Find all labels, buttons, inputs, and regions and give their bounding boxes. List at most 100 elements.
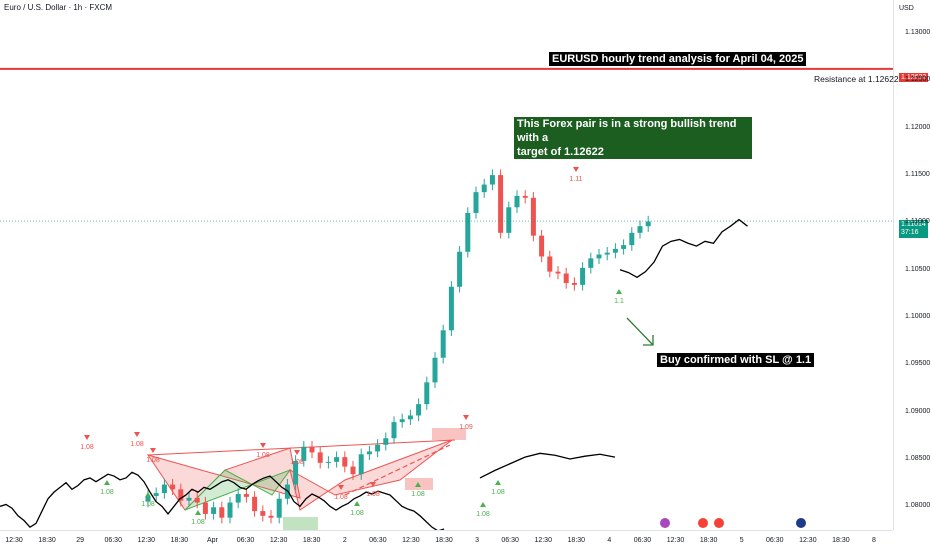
candle-body[interactable] <box>530 197 536 236</box>
candle-body[interactable] <box>252 496 258 512</box>
candle-body[interactable] <box>260 511 266 516</box>
candle-body[interactable] <box>161 484 167 494</box>
candle-body[interactable] <box>153 493 159 496</box>
sell-signal-arrow[interactable] <box>150 448 156 453</box>
current-price-tag: 1.11014 37:16 <box>899 220 928 238</box>
candle-body[interactable] <box>202 502 208 514</box>
signal-price-label: 1.08 <box>256 452 270 459</box>
candle-body[interactable] <box>580 267 586 285</box>
candle-body[interactable] <box>383 438 389 445</box>
price-axis[interactable] <box>893 0 932 530</box>
candle-body[interactable] <box>243 494 249 497</box>
sell-signal-arrow[interactable] <box>338 485 344 490</box>
candle-body[interactable] <box>350 466 356 475</box>
buy-signal-arrow[interactable] <box>195 510 201 515</box>
candle-body[interactable] <box>448 286 454 331</box>
candle-body[interactable] <box>473 192 479 213</box>
sell-signal-arrow[interactable] <box>294 450 300 455</box>
candle-body[interactable] <box>178 489 184 501</box>
candle-body[interactable] <box>211 507 217 514</box>
candle-body[interactable] <box>268 515 274 518</box>
candle-body[interactable] <box>547 256 553 272</box>
buy-signal-arrow[interactable] <box>104 480 110 485</box>
candle-body[interactable] <box>276 498 282 518</box>
candle-body[interactable] <box>465 212 471 252</box>
candle-body[interactable] <box>399 419 405 423</box>
candle-body[interactable] <box>334 457 340 462</box>
buy-signal-arrow[interactable] <box>145 492 151 497</box>
candle-body[interactable] <box>375 444 381 452</box>
time-tick-label: 18:30 <box>38 537 56 544</box>
candle-body[interactable] <box>571 282 577 285</box>
candle-body[interactable] <box>407 415 413 420</box>
candle-body[interactable] <box>186 497 192 501</box>
sell-signal-arrow[interactable] <box>370 482 376 487</box>
candle-body[interactable] <box>440 330 446 358</box>
candle-body[interactable] <box>424 382 430 405</box>
candle-body[interactable] <box>235 494 241 503</box>
time-tick-label: 06:30 <box>633 537 652 544</box>
candle-body[interactable] <box>621 245 627 249</box>
resistance-price-tag: 1.12622 <box>899 73 929 82</box>
candle-body[interactable] <box>366 451 372 455</box>
candle-body[interactable] <box>145 495 151 502</box>
candle-body[interactable] <box>596 254 602 259</box>
candle-body[interactable] <box>629 232 635 246</box>
candle-body[interactable] <box>416 404 422 416</box>
sell-signal-arrow[interactable] <box>134 432 140 437</box>
buy-signal-arrow[interactable] <box>616 289 622 294</box>
sell-signal-arrow[interactable] <box>260 443 266 448</box>
candle-body[interactable] <box>604 252 610 255</box>
candle-body[interactable] <box>432 357 438 383</box>
candle-body[interactable] <box>325 461 331 463</box>
candle-body[interactable] <box>194 497 200 503</box>
candle-body[interactable] <box>358 454 364 475</box>
signal-price-label: 1.08 <box>100 489 114 496</box>
candle-body[interactable] <box>612 248 618 253</box>
candle-body[interactable] <box>637 226 643 233</box>
candle-body[interactable] <box>293 460 299 485</box>
candle-body[interactable] <box>522 195 528 198</box>
sell-signal-arrow[interactable] <box>573 167 579 172</box>
time-tick-label: 29 <box>76 537 85 544</box>
signal-price-label: 1.11 <box>569 176 582 183</box>
candle-body[interactable] <box>457 251 463 287</box>
candle-body[interactable] <box>498 175 504 233</box>
candle-body[interactable] <box>219 507 225 518</box>
candle-body[interactable] <box>317 452 323 463</box>
buy-signal-arrow[interactable] <box>480 502 486 507</box>
price-tick-label: 1.09000 <box>905 407 931 415</box>
sell-signal-arrow[interactable] <box>463 415 469 420</box>
time-tick-label: Apr <box>207 537 218 544</box>
candle-body[interactable] <box>227 502 233 518</box>
trend-annotation: This Forex pair is in a strong bullish t… <box>514 117 752 159</box>
time-tick-label: 3 <box>475 537 480 544</box>
sell-signal-arrow[interactable] <box>84 435 90 440</box>
candle-body[interactable] <box>489 175 495 185</box>
buy-signal-arrow[interactable] <box>415 482 421 487</box>
candle-body[interactable] <box>588 258 594 268</box>
candle-body[interactable] <box>391 422 397 439</box>
signal-price-label: 1.08 <box>350 510 364 517</box>
buy-signal-arrow[interactable] <box>495 480 501 485</box>
candle-body[interactable] <box>284 484 290 499</box>
close-line-extension <box>479 452 616 479</box>
price-tick-label: 1.08000 <box>905 502 931 510</box>
time-axis[interactable] <box>0 530 893 551</box>
candle-body[interactable] <box>563 273 569 283</box>
candle-body[interactable] <box>514 195 520 208</box>
candle-body[interactable] <box>481 184 487 193</box>
time-tick-label: 12:30 <box>5 537 23 544</box>
candle-body[interactable] <box>342 457 348 467</box>
price-chart[interactable]: 1.08 1.08 1.08 1.08 1.08 1.08 1.08 1.08 1.08 1.08… <box>0 0 893 530</box>
candle-body[interactable] <box>645 221 651 227</box>
candle-body[interactable] <box>309 446 315 453</box>
buy-signal-arrow[interactable] <box>354 501 360 506</box>
candle-body[interactable] <box>301 446 307 461</box>
currency-label[interactable]: USD <box>899 5 914 12</box>
candle-body[interactable] <box>506 207 512 233</box>
candle-body[interactable] <box>539 235 545 257</box>
candle-body[interactable] <box>170 484 176 490</box>
candle-body[interactable] <box>555 271 561 274</box>
pattern-zone-red <box>432 428 466 440</box>
